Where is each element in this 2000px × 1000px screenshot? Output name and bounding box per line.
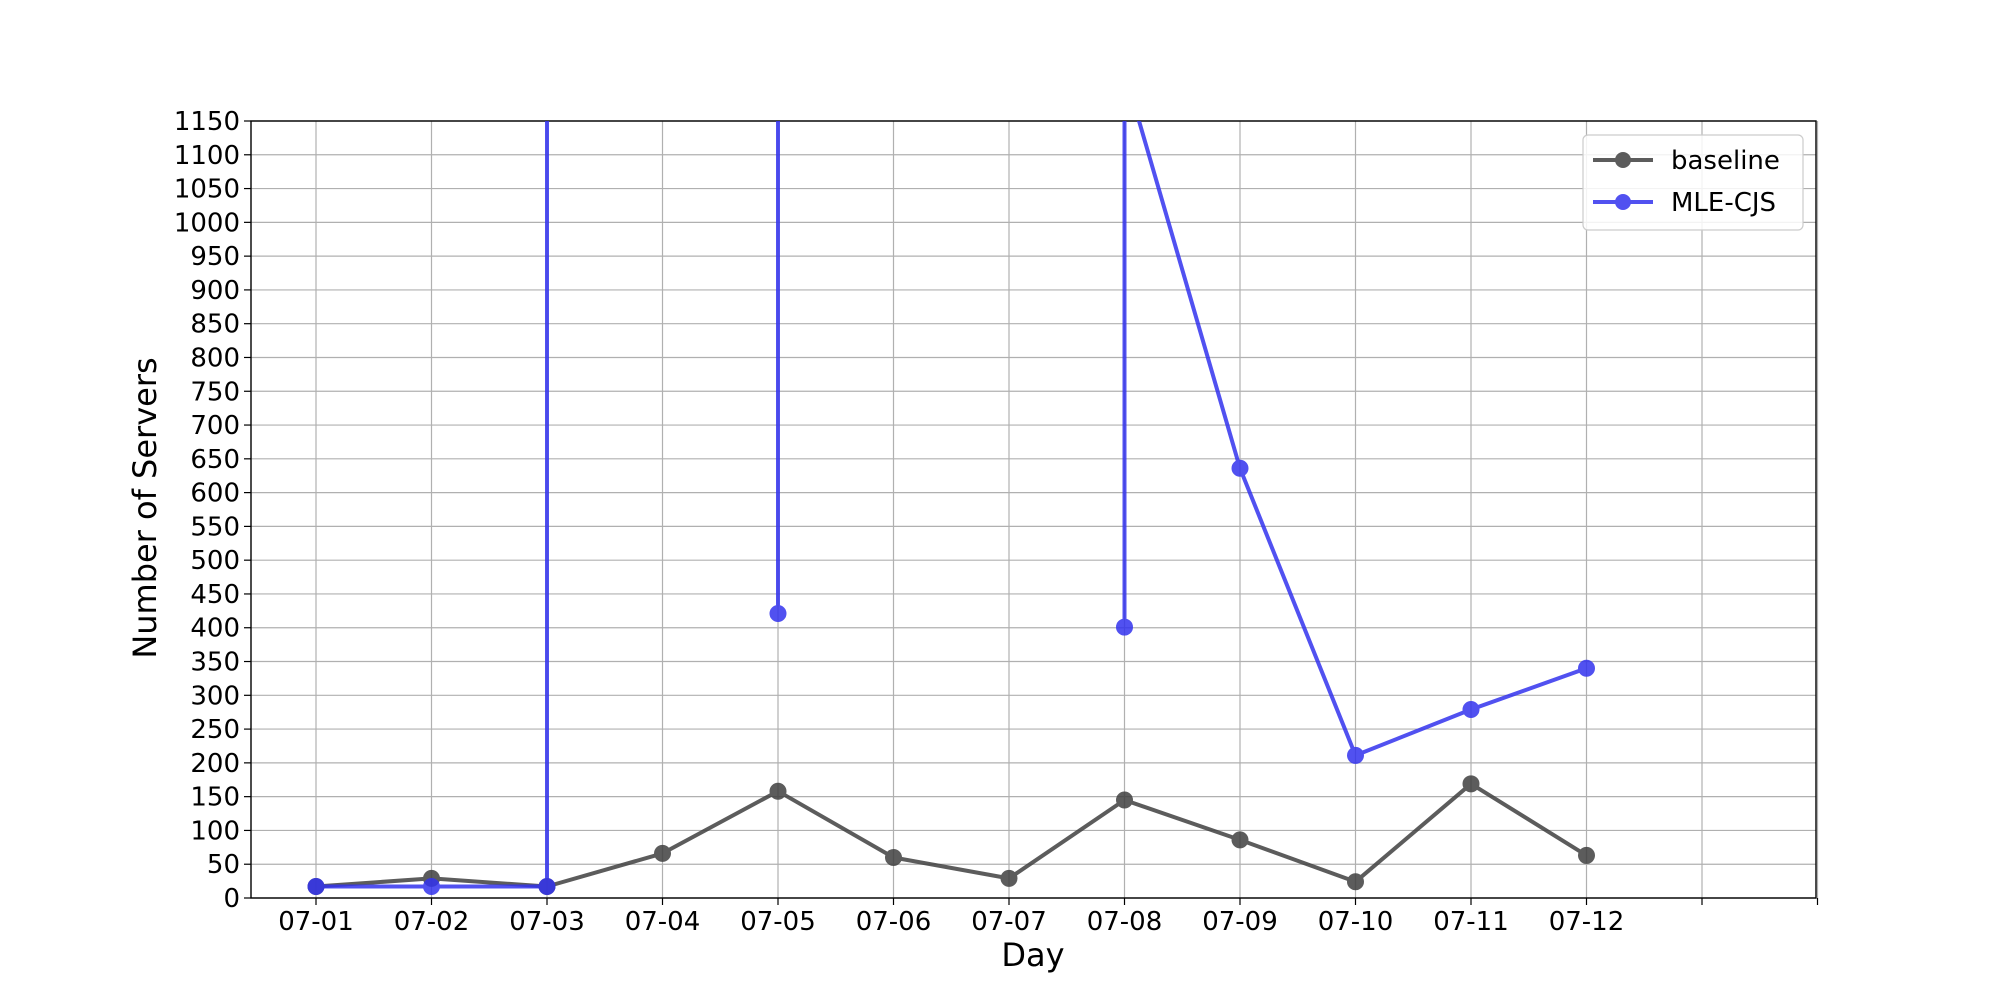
y-tick-label: 500 <box>190 546 240 576</box>
data-point <box>1462 775 1480 793</box>
y-tick-label: 800 <box>190 343 240 373</box>
data-point <box>1578 846 1595 864</box>
y-tick-label: 700 <box>190 411 240 441</box>
x-tick-label: 07-11 <box>1433 907 1509 937</box>
x-tick-label: 07-05 <box>740 907 816 937</box>
y-tick-label: 250 <box>190 715 240 745</box>
x-tick-label: 07-10 <box>1318 907 1394 937</box>
y-tick-label: 950 <box>190 242 240 272</box>
y-tick-label: 650 <box>190 445 240 475</box>
y-tick-label: 50 <box>207 850 240 880</box>
data-point <box>1000 869 1018 887</box>
series-baseline <box>307 775 1595 896</box>
y-tick-label: 550 <box>190 512 240 542</box>
y-tick-label: 600 <box>190 479 240 509</box>
plot-frame <box>250 120 1817 899</box>
data-point <box>769 605 787 623</box>
data-point <box>1231 831 1249 849</box>
x-tick-label: 07-01 <box>278 907 354 937</box>
y-tick-label: 1050 <box>174 175 240 205</box>
y-tick-label: 1000 <box>174 208 240 238</box>
legend-item <box>1593 152 1653 168</box>
x-tick-label: 07-09 <box>1202 907 1278 937</box>
x-tick-label: 07-03 <box>509 907 585 937</box>
data-point <box>1347 746 1364 764</box>
grid-lines <box>251 120 1819 899</box>
y-tick-label: 300 <box>190 681 240 711</box>
y-tick-label: 200 <box>190 749 240 779</box>
tick-labels: 0501001502002503003504004505005506006507… <box>174 107 1624 937</box>
data-point <box>1578 659 1595 677</box>
data-point <box>307 878 325 896</box>
series-MLE-CJS <box>307 121 1595 896</box>
y-axis-title: Number of Servers <box>126 357 164 658</box>
legend-marker <box>1615 194 1631 210</box>
legend: baseline MLE-CJS <box>1582 134 1804 231</box>
y-tick-label: 900 <box>190 276 240 306</box>
data-point <box>1116 791 1133 809</box>
y-tick-label: 400 <box>190 614 240 644</box>
data-point <box>538 878 556 896</box>
data-point <box>1116 618 1133 636</box>
y-tick-label: 0 <box>223 884 240 914</box>
x-tick-label: 07-04 <box>625 907 701 937</box>
x-tick-label: 07-06 <box>856 907 932 937</box>
axes <box>244 120 1819 905</box>
data-point <box>1462 700 1480 718</box>
y-tick-label: 1100 <box>174 141 240 171</box>
legend-marker <box>1615 152 1631 168</box>
y-tick-label: 750 <box>190 377 240 407</box>
series-line <box>316 121 549 889</box>
data-point <box>1347 873 1364 891</box>
x-tick-label: 07-08 <box>1087 907 1163 937</box>
data-point <box>423 878 440 896</box>
series-line <box>315 781 1588 889</box>
data-point <box>654 844 671 862</box>
legend-label: MLE-CJS <box>1671 188 1776 218</box>
y-tick-label: 150 <box>190 783 240 813</box>
data-point <box>769 782 787 800</box>
data-point <box>1231 459 1249 477</box>
legend-label: baseline <box>1671 146 1780 176</box>
y-tick-label: 100 <box>190 816 240 846</box>
y-tick-label: 850 <box>190 310 240 340</box>
x-axis-title: Day <box>1001 936 1064 974</box>
data-point <box>885 848 902 866</box>
x-tick-label: 07-07 <box>971 907 1047 937</box>
y-tick-label: 1150 <box>174 107 240 137</box>
x-tick-label: 07-12 <box>1549 907 1625 937</box>
y-tick-label: 350 <box>190 648 240 678</box>
x-tick-label: 07-02 <box>394 907 470 937</box>
data-series <box>307 121 1595 896</box>
legend-item <box>1593 194 1653 210</box>
y-tick-label: 450 <box>190 580 240 610</box>
